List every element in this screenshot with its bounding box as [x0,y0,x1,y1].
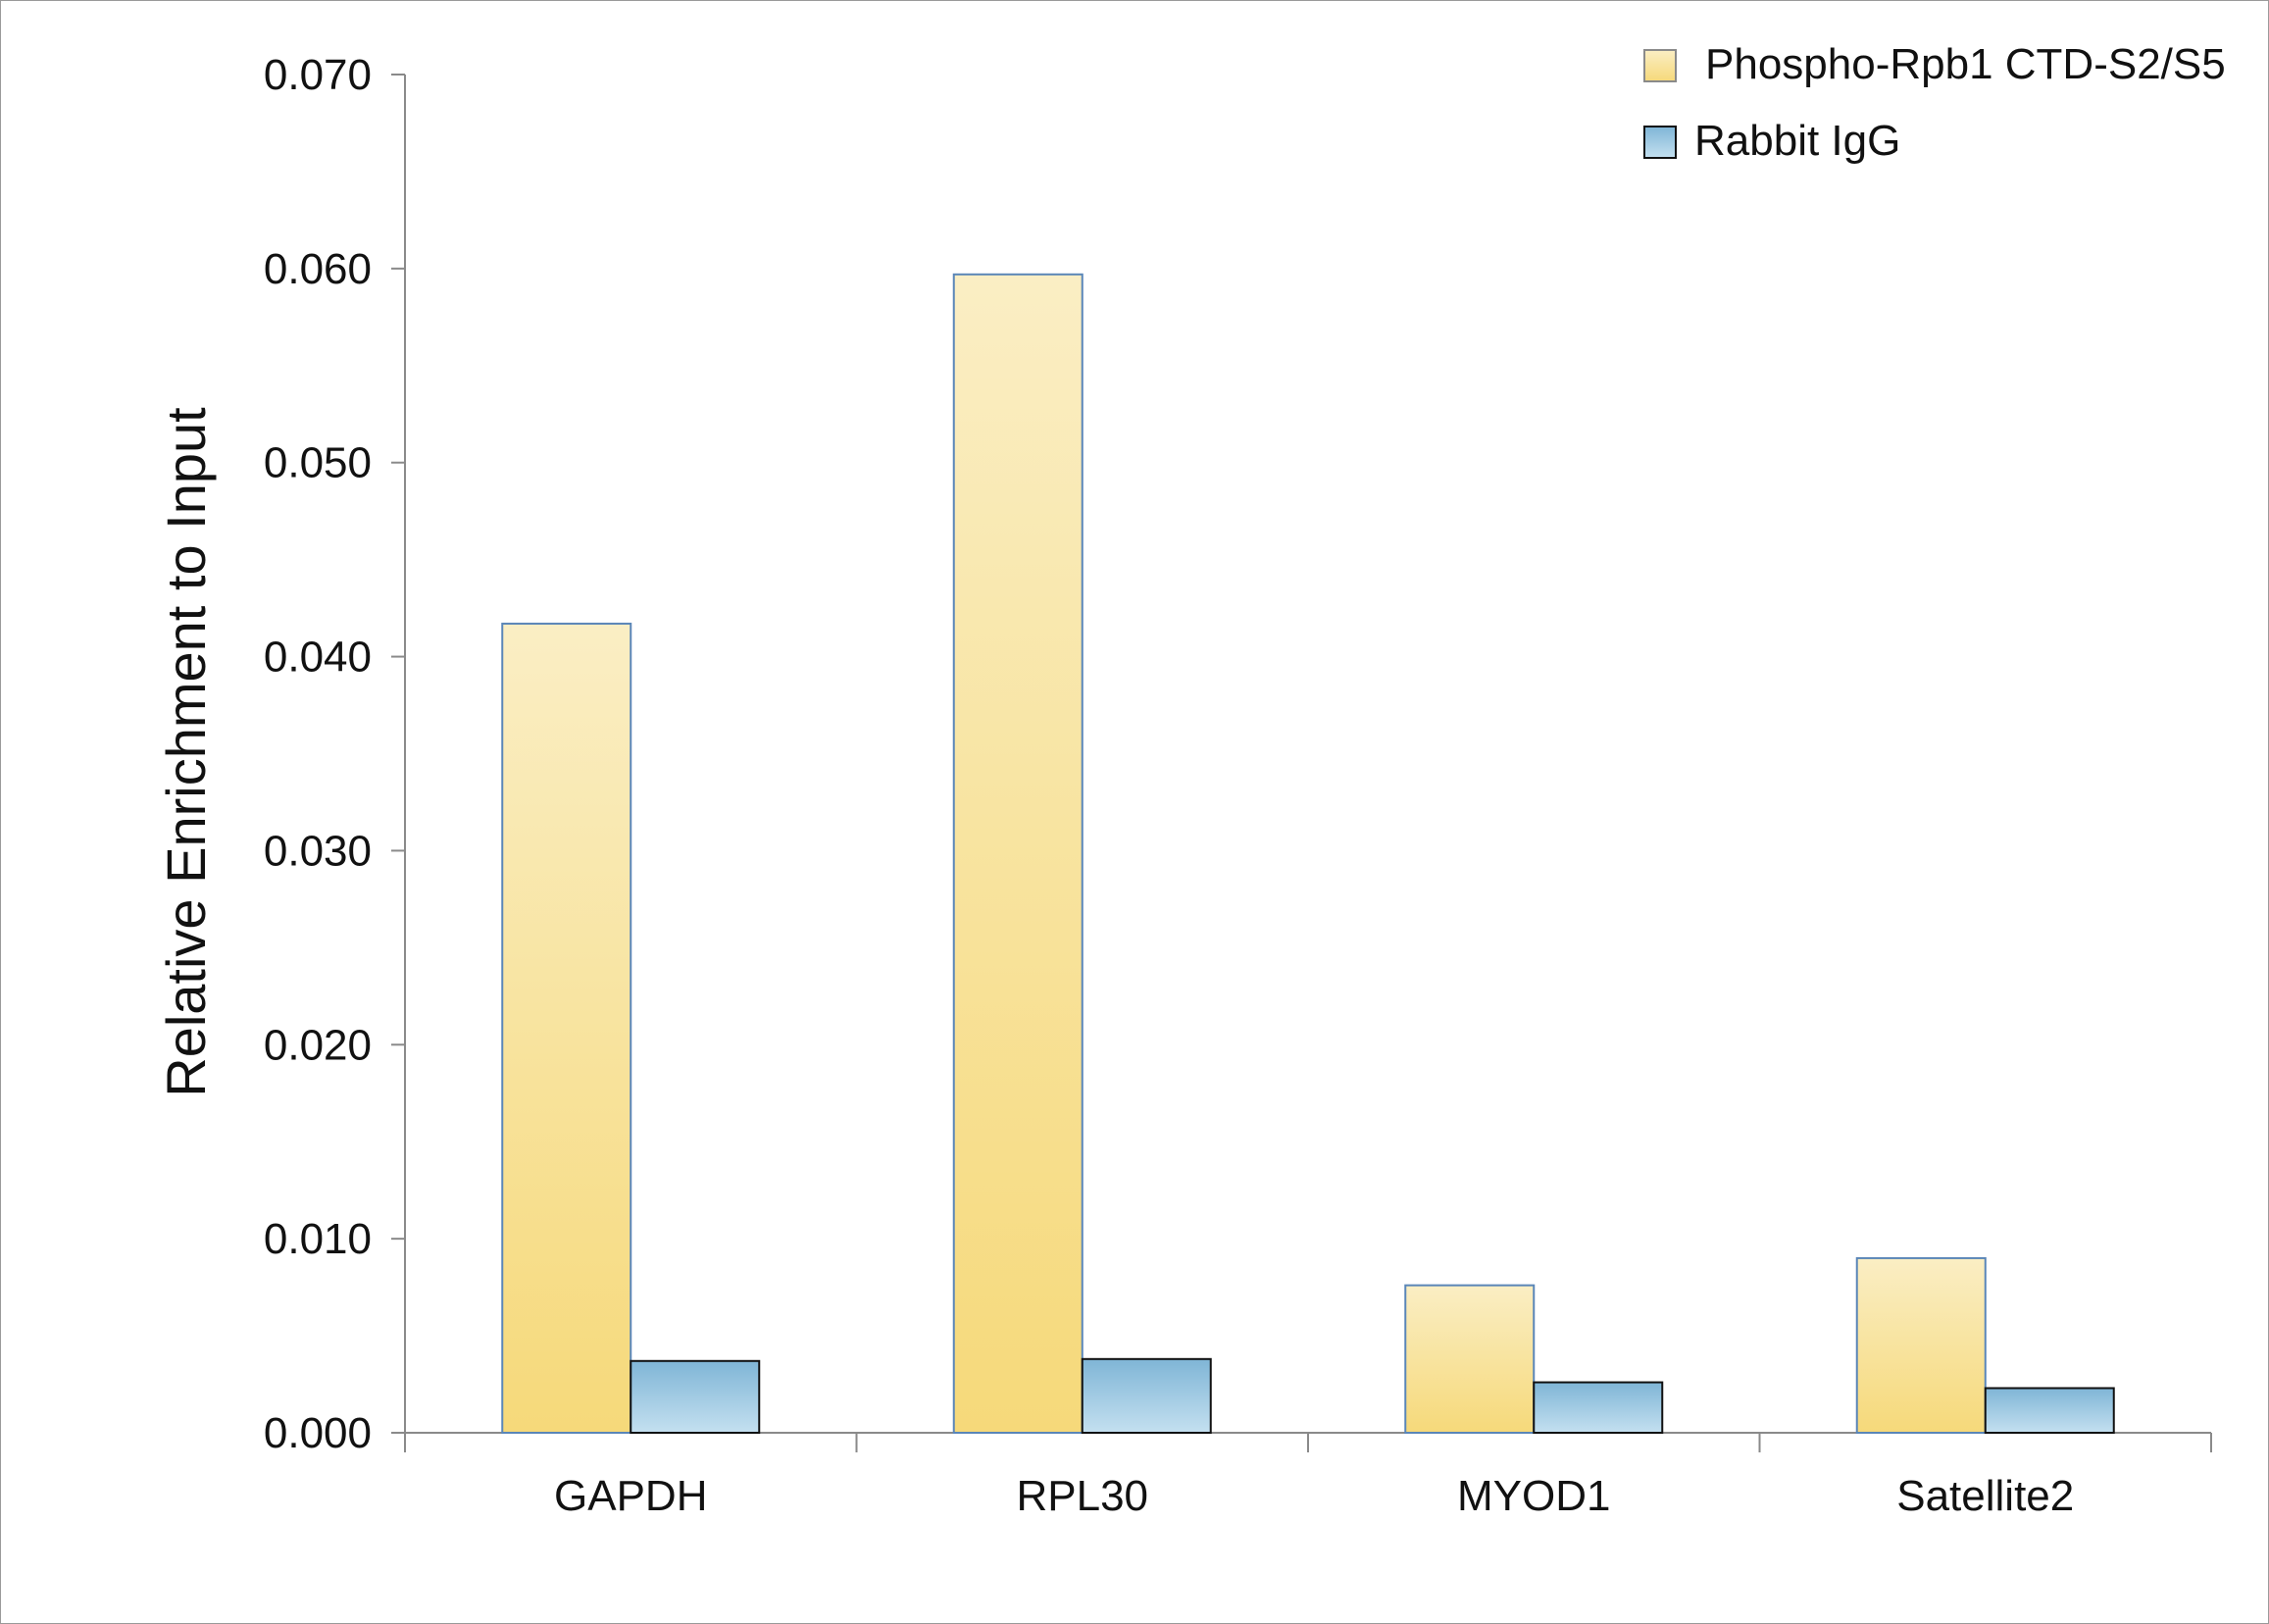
y-tick-label: 0.040 [264,634,372,682]
y-axis: 0.000 0.010 0.020 0.030 0.040 0.050 0.060 0.070 [264,51,406,1457]
legend-swatch [1643,49,1677,82]
bar-phospho-rpb1 [1855,1256,1987,1435]
bar-phospho-rpb1 [952,273,1084,1434]
x-category-label: GAPDH [554,1472,707,1520]
y-tick-label: 0.010 [264,1215,372,1263]
legend-label: Rabbit IgG [1694,117,1900,165]
y-tick-label: 0.070 [264,51,372,99]
bar-rabbit-igg [1984,1387,2115,1434]
y-tick-label: 0.030 [264,827,372,875]
y-tick-label: 0.050 [264,439,372,487]
bar-rabbit-igg [630,1359,761,1434]
x-category-label: RPL30 [1016,1472,1148,1520]
legend: Phospho-Rpb1 CTD-S2/S5 Rabbit IgG [1643,40,2226,165]
bar-phospho-rpb1 [501,622,632,1434]
y-tick-label: 0.060 [264,245,372,293]
y-axis-title: Relative Enrichment to Input [155,407,217,1097]
bar-rabbit-igg [1533,1381,1664,1434]
bar-phospho-rpb1 [1404,1284,1536,1434]
x-category-label: Satellite2 [1896,1472,2074,1520]
x-category-label: MYOD1 [1457,1472,1610,1520]
bar-rabbit-igg [1081,1357,1212,1435]
x-axis: GAPDH RPL30 MYOD1 Satellite2 [404,1432,2212,1520]
legend-swatch [1643,126,1677,159]
y-tick-label: 0.020 [264,1021,372,1069]
y-tick-label: 0.000 [264,1409,372,1457]
legend-label: Phospho-Rpb1 CTD-S2/S5 [1705,40,2226,88]
bars [501,273,2115,1435]
